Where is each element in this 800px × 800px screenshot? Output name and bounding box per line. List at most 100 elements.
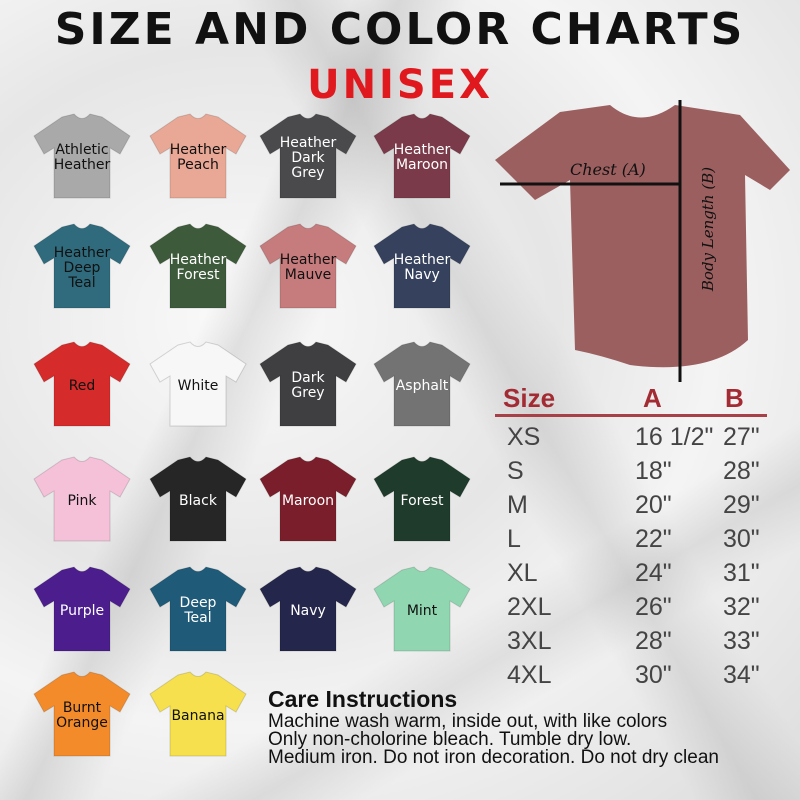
color-name: Heather Deep Teal: [53, 244, 111, 291]
tshirt-icon: [33, 223, 131, 309]
color-swatch-mint: Mint: [372, 565, 472, 655]
length-cell: 34": [723, 661, 760, 689]
color-swatch-purple: Purple: [32, 565, 132, 655]
color-name: Heather Dark Grey: [279, 134, 337, 181]
tshirt-icon: [373, 223, 471, 309]
tshirt-icon: [33, 113, 131, 199]
size-cell: XS: [507, 423, 541, 451]
color-name: Purple: [59, 602, 105, 619]
tshirt-icon: [373, 456, 471, 542]
chest-cell: 16 1/2": [635, 423, 714, 451]
color-swatch-heather-navy: Heather Navy: [372, 222, 472, 312]
tshirt-icon: [149, 671, 247, 757]
color-swatch-burnt-orange: Burnt Orange: [32, 670, 132, 760]
length-cell: 27": [723, 423, 760, 451]
tshirt-icon: [259, 566, 357, 652]
care-line: Medium iron. Do not iron decoration. Do …: [268, 747, 719, 768]
chest-label: Chest (A): [570, 160, 646, 179]
color-name: Asphalt: [395, 377, 449, 394]
color-name: Deep Teal: [179, 595, 217, 626]
size-row: 2XL 26" 32": [495, 593, 775, 627]
header-b: B: [725, 383, 744, 413]
diagram-shirt: [495, 100, 790, 382]
chest-cell: 26": [635, 593, 672, 621]
color-name: Red: [68, 377, 96, 394]
length-cell: 33": [723, 627, 760, 655]
chest-cell: 18": [635, 457, 672, 485]
tshirt-icon: [149, 566, 247, 652]
size-cell: S: [507, 457, 524, 485]
size-cell: XL: [507, 559, 538, 587]
tshirt-icon: [373, 341, 471, 427]
size-cell: 3XL: [507, 627, 552, 655]
color-swatch-heather-deep-teal: Heather Deep Teal: [32, 222, 132, 312]
color-name: Forest: [400, 492, 444, 509]
color-swatch-red: Red: [32, 340, 132, 430]
measurement-diagram: Chest (A) Body Length (B): [490, 100, 790, 390]
tshirt-icon: [149, 223, 247, 309]
length-cell: 29": [723, 491, 760, 519]
size-row: M 20" 29": [495, 491, 775, 525]
care-line: Only non-cholorine bleach. Tumble dry lo…: [268, 729, 632, 750]
tshirt-icon: [259, 341, 357, 427]
length-cell: 28": [723, 457, 760, 485]
size-cell: M: [507, 491, 528, 519]
care-title: Care Instructions: [268, 686, 458, 712]
color-name: Banana: [171, 707, 225, 724]
tshirt-icon: [149, 456, 247, 542]
color-name: Black: [179, 492, 217, 509]
color-name: Heather Peach: [169, 142, 227, 173]
header-size: Size: [503, 383, 556, 413]
color-swatch-athletic-heather: Athletic Heather: [32, 112, 132, 202]
header-divider: [495, 414, 767, 417]
chest-cell: 30": [635, 661, 672, 689]
tshirt-icon: [33, 566, 131, 652]
color-name: White: [177, 377, 219, 394]
color-swatch-maroon: Maroon: [258, 455, 358, 545]
tshirt-icon: [259, 223, 357, 309]
size-cell: 2XL: [507, 593, 552, 621]
tshirt-icon: [33, 671, 131, 757]
size-row: XS 16 1/2" 27": [495, 423, 775, 457]
color-swatch-white: White: [148, 340, 248, 430]
color-swatch-pink: Pink: [32, 455, 132, 545]
color-name: Navy: [290, 602, 326, 619]
tshirt-icon: [373, 566, 471, 652]
page-subtitle: UNISEX: [307, 62, 493, 108]
tshirt-icon: [373, 113, 471, 199]
color-swatch-heather-maroon: Heather Maroon: [372, 112, 472, 202]
color-swatch-black: Black: [148, 455, 248, 545]
size-cell: L: [507, 525, 521, 553]
size-row: 3XL 28" 33": [495, 627, 775, 661]
color-name: Heather Navy: [393, 252, 451, 283]
color-name: Pink: [67, 492, 97, 509]
size-row: 4XL 30" 34": [495, 661, 775, 695]
length-label: Body Length (B): [699, 166, 717, 292]
color-swatch-heather-forest: Heather Forest: [148, 222, 248, 312]
chest-cell: 22": [635, 525, 672, 553]
color-name: Athletic Heather: [53, 142, 111, 173]
care-instructions: Care Instructions Machine wash warm, ins…: [268, 686, 719, 767]
length-cell: 30": [723, 525, 760, 553]
care-line: Machine wash warm, inside out, with like…: [268, 711, 668, 732]
size-row: L 22" 30": [495, 525, 775, 559]
tshirt-icon: [33, 456, 131, 542]
color-swatch-heather-peach: Heather Peach: [148, 112, 248, 202]
chest-cell: 28": [635, 627, 672, 655]
color-name: Heather Maroon: [393, 142, 451, 173]
color-swatch-asphalt: Asphalt: [372, 340, 472, 430]
color-name: Maroon: [281, 492, 335, 509]
tshirt-icon: [149, 341, 247, 427]
chest-cell: 20": [635, 491, 672, 519]
chest-cell: 24": [635, 559, 672, 587]
size-row: XL 24" 31": [495, 559, 775, 593]
color-swatch-navy: Navy: [258, 565, 358, 655]
color-name: Burnt Orange: [56, 700, 108, 731]
header-a: A: [643, 383, 662, 413]
tshirt-icon: [33, 341, 131, 427]
page-title: SIZE AND COLOR CHARTS: [54, 4, 746, 55]
tshirt-icon: [149, 113, 247, 199]
color-swatch-deep-teal: Deep Teal: [148, 565, 248, 655]
size-row: S 18" 28": [495, 457, 775, 491]
color-swatch-heather-dark-grey: Heather Dark Grey: [258, 112, 358, 202]
